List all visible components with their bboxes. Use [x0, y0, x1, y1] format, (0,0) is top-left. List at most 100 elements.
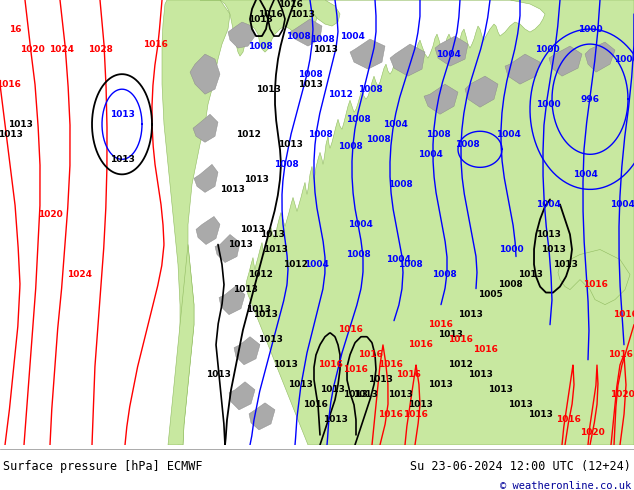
Text: 1004: 1004: [304, 260, 328, 269]
Text: 1008: 1008: [346, 115, 370, 124]
Text: 1013: 1013: [110, 110, 134, 119]
Text: 1013: 1013: [8, 120, 32, 129]
Text: 1004: 1004: [609, 200, 634, 209]
Text: 1016: 1016: [408, 340, 432, 349]
Text: 1000: 1000: [578, 24, 602, 33]
Text: 1008: 1008: [425, 130, 450, 139]
Text: 1013: 1013: [342, 391, 368, 399]
Text: 1016: 1016: [278, 0, 302, 8]
Text: 1008: 1008: [309, 35, 334, 44]
Text: 1013: 1013: [273, 360, 297, 369]
Text: 1016: 1016: [583, 280, 607, 289]
Text: 1004: 1004: [496, 130, 521, 139]
Text: 1013: 1013: [290, 9, 314, 19]
Text: 1008: 1008: [432, 270, 456, 279]
Polygon shape: [190, 54, 220, 94]
Text: 1016: 1016: [0, 80, 20, 89]
Text: 1016: 1016: [427, 320, 453, 329]
Text: 1013: 1013: [252, 310, 278, 319]
Text: 1008: 1008: [498, 280, 522, 289]
Polygon shape: [228, 22, 255, 48]
Text: 1013: 1013: [488, 385, 512, 394]
Text: 1016: 1016: [358, 350, 382, 359]
Text: 1013: 1013: [243, 175, 268, 184]
Text: 1013: 1013: [257, 335, 282, 344]
Text: 1013: 1013: [245, 305, 271, 314]
Text: 1013: 1013: [297, 80, 323, 89]
Text: 1024: 1024: [67, 270, 93, 279]
Text: 1008: 1008: [274, 160, 299, 169]
Text: 1008: 1008: [286, 31, 311, 41]
Text: 996: 996: [581, 95, 600, 104]
Text: 1013: 1013: [256, 85, 280, 94]
Text: 1013: 1013: [323, 416, 347, 424]
Text: 1016: 1016: [342, 365, 368, 374]
Text: 1013: 1013: [408, 400, 432, 409]
Polygon shape: [229, 382, 255, 410]
Polygon shape: [193, 114, 218, 142]
Text: 1004: 1004: [573, 170, 597, 179]
Text: 1008: 1008: [338, 142, 363, 151]
Polygon shape: [549, 46, 582, 76]
Polygon shape: [435, 36, 468, 66]
Text: 1013: 1013: [288, 380, 313, 389]
Text: 1013: 1013: [353, 391, 377, 399]
Text: 1013: 1013: [536, 230, 560, 239]
Polygon shape: [350, 39, 385, 69]
Text: Surface pressure [hPa] ECMWF: Surface pressure [hPa] ECMWF: [3, 460, 203, 473]
Polygon shape: [234, 337, 260, 365]
Text: 1016: 1016: [378, 410, 403, 419]
Polygon shape: [505, 54, 540, 84]
Polygon shape: [290, 19, 322, 46]
Text: 16: 16: [9, 24, 22, 33]
Text: 1013: 1013: [247, 15, 273, 24]
Polygon shape: [168, 245, 194, 445]
Text: 1008: 1008: [366, 135, 391, 144]
Text: 1013: 1013: [228, 240, 252, 249]
Text: 1016: 1016: [318, 360, 342, 369]
Text: 1013: 1013: [0, 130, 22, 139]
Text: 1008: 1008: [297, 70, 322, 79]
Polygon shape: [249, 403, 275, 430]
Text: 1024: 1024: [49, 45, 75, 53]
Text: 1016: 1016: [448, 335, 472, 344]
Polygon shape: [194, 164, 218, 193]
Text: 1012: 1012: [236, 130, 261, 139]
Text: 1000: 1000: [614, 54, 634, 64]
Text: 1013: 1013: [368, 375, 392, 384]
Text: 1013: 1013: [458, 310, 482, 319]
Polygon shape: [310, 0, 340, 26]
Polygon shape: [558, 249, 630, 305]
Text: 1013: 1013: [427, 380, 453, 389]
Text: 1013: 1013: [437, 330, 462, 339]
Polygon shape: [219, 287, 245, 315]
Text: 1004: 1004: [436, 49, 460, 59]
Text: 1000: 1000: [534, 45, 559, 53]
Polygon shape: [162, 0, 230, 445]
Text: 1000: 1000: [499, 245, 523, 254]
Text: 1020: 1020: [610, 391, 634, 399]
Text: 1013: 1013: [205, 370, 230, 379]
Text: 1016: 1016: [302, 400, 327, 409]
Text: 1013: 1013: [527, 410, 552, 419]
Text: 1008: 1008: [346, 250, 370, 259]
Text: 1013: 1013: [240, 225, 264, 234]
Text: 1012: 1012: [283, 260, 307, 269]
Text: 1016: 1016: [337, 325, 363, 334]
Text: 1020: 1020: [20, 45, 44, 53]
Polygon shape: [215, 235, 240, 263]
Text: 1016: 1016: [257, 9, 282, 19]
Text: 1013: 1013: [517, 270, 543, 279]
Text: © weatheronline.co.uk: © weatheronline.co.uk: [500, 481, 631, 490]
Text: 1013: 1013: [259, 230, 285, 239]
Text: 1013: 1013: [110, 155, 134, 164]
Text: 1016: 1016: [612, 310, 634, 319]
Text: 1004: 1004: [536, 200, 560, 209]
Polygon shape: [465, 76, 498, 107]
Text: 1013: 1013: [467, 370, 493, 379]
Text: 1012: 1012: [328, 90, 353, 98]
Text: 1013: 1013: [508, 400, 533, 409]
Polygon shape: [246, 0, 634, 445]
Text: 1004: 1004: [347, 220, 372, 229]
Text: 1005: 1005: [477, 290, 502, 299]
